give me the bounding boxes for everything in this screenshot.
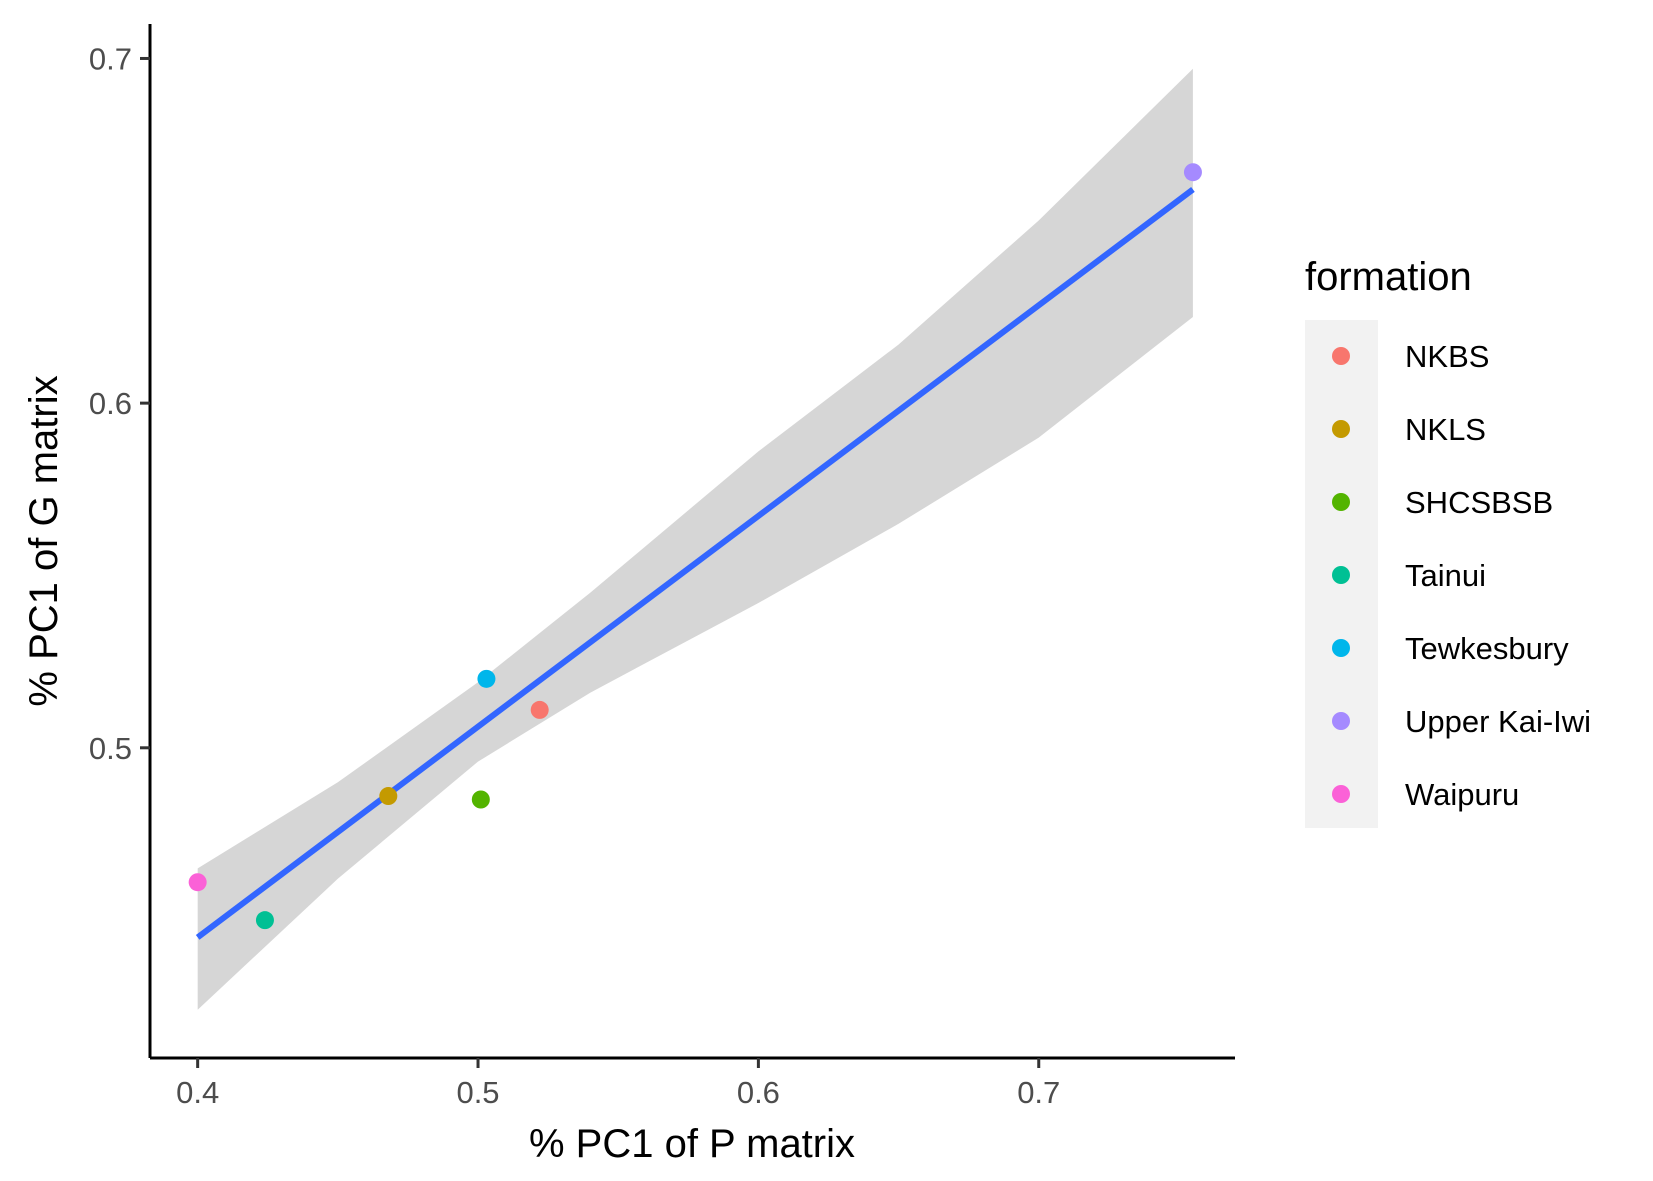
axes-layer [148, 24, 1235, 1060]
data-point-tewkesbury [477, 669, 496, 688]
legend-label: Waipuru [1405, 777, 1519, 812]
y-tick-label: 0.7 [89, 41, 132, 76]
legend-key-tewkesbury [1332, 639, 1350, 657]
data-point-nkls [379, 787, 398, 806]
regression-line-layer [195, 187, 1195, 940]
x-tick-label: 0.4 [176, 1075, 219, 1110]
legend-key-upper-kai-iwi [1332, 712, 1350, 730]
legend-label: Upper Kai-Iwi [1405, 704, 1591, 739]
y-ticks-layer: 0.5 0.6 0.7 [89, 41, 150, 766]
x-tick-label: 0.7 [1017, 1075, 1060, 1110]
legend-label: SHCSBSB [1405, 485, 1553, 520]
x-tick-label: 0.6 [737, 1075, 780, 1110]
legend-key-shcsbsb [1332, 493, 1350, 511]
data-point-waipuru [188, 873, 207, 892]
legend-key-waipuru [1332, 785, 1350, 803]
data-points-layer [188, 163, 1202, 930]
data-point-shcsbsb [471, 790, 490, 809]
data-point-upper-kai-iwi [1183, 163, 1202, 182]
data-point-nkbs [530, 700, 549, 719]
data-point-tainui [255, 911, 274, 930]
legend-label: NKLS [1405, 412, 1486, 447]
x-ticks-layer: 0.4 0.5 0.6 0.7 [176, 1058, 1060, 1110]
x-tick-label: 0.5 [456, 1075, 499, 1110]
legend-label: NKBS [1405, 339, 1489, 374]
legend-key-nkbs [1332, 347, 1350, 365]
legend-key-nkls [1332, 420, 1350, 438]
confidence-band-layer [197, 68, 1193, 1010]
regression-line [195, 187, 1195, 940]
legend-label: Tewkesbury [1405, 631, 1569, 666]
y-tick-label: 0.6 [89, 386, 132, 421]
legend: formation NKBS NKLS SHCSBSB Tainui Tewkesbur… [1305, 255, 1591, 828]
y-axis-title: % PC1 of G matrix [22, 375, 66, 706]
confidence-band [197, 68, 1193, 1010]
legend-label: Tainui [1405, 558, 1486, 593]
y-tick-label: 0.5 [89, 731, 132, 766]
legend-items: NKBS NKLS SHCSBSB Tainui Tewkesbury Upper Kai… [1332, 339, 1591, 812]
x-axis-title: % PC1 of P matrix [529, 1122, 855, 1166]
legend-title: formation [1305, 255, 1472, 299]
legend-key-tainui [1332, 566, 1350, 584]
